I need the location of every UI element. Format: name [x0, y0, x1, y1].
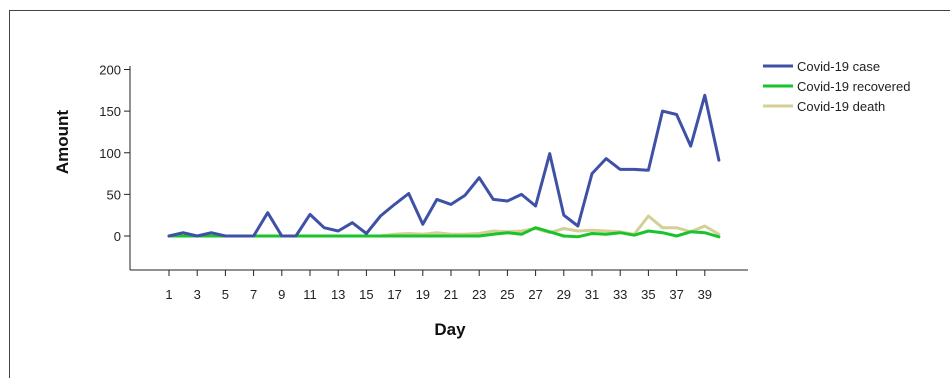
- x-tick-label: 39: [698, 287, 712, 302]
- x-tick-label: 3: [194, 287, 201, 302]
- x-tick-label: 33: [613, 287, 627, 302]
- x-tick-label: 17: [387, 287, 401, 302]
- x-tick-label: 1: [165, 287, 172, 302]
- x-tick-label: 19: [416, 287, 430, 302]
- y-tick-label: 0: [114, 229, 121, 244]
- x-tick-label: 13: [331, 287, 345, 302]
- x-tick-label: 23: [472, 287, 486, 302]
- series-line-covid-19-recovered: [167, 226, 721, 239]
- y-axis-title: Amount: [53, 110, 72, 175]
- x-tick-label: 5: [222, 287, 229, 302]
- x-tick-label: 31: [585, 287, 599, 302]
- x-tick-label: 15: [359, 287, 373, 302]
- x-tick-label: 25: [500, 287, 514, 302]
- legend-label-covid-19-death: Covid-19 death: [797, 99, 885, 114]
- series-line-covid-19-death: [167, 214, 721, 238]
- series-line-covid-19-case: [167, 93, 721, 238]
- x-tick-label: 35: [641, 287, 655, 302]
- x-tick-label: 21: [444, 287, 458, 302]
- x-tick-label: 29: [557, 287, 571, 302]
- x-tick-label: 27: [528, 287, 542, 302]
- x-axis-title: Day: [434, 320, 466, 339]
- legend-label-covid-19-recovered: Covid-19 recovered: [797, 79, 910, 94]
- x-tick-label: 37: [669, 287, 683, 302]
- y-tick-label: 100: [99, 146, 121, 161]
- y-tick-label: 150: [99, 104, 121, 119]
- legend-label-covid-19-case: Covid-19 case: [797, 59, 880, 74]
- legend: Covid-19 case Covid-19 recovered Covid-19 …: [763, 59, 910, 114]
- x-tick-label: 9: [278, 287, 285, 302]
- x-tick-label: 11: [303, 287, 317, 302]
- y-tick-label: 50: [107, 187, 121, 202]
- chart-frame: [9, 10, 950, 378]
- series-layer: [167, 93, 721, 239]
- y-tick-label: 200: [99, 63, 121, 78]
- x-tick-label: 7: [250, 287, 257, 302]
